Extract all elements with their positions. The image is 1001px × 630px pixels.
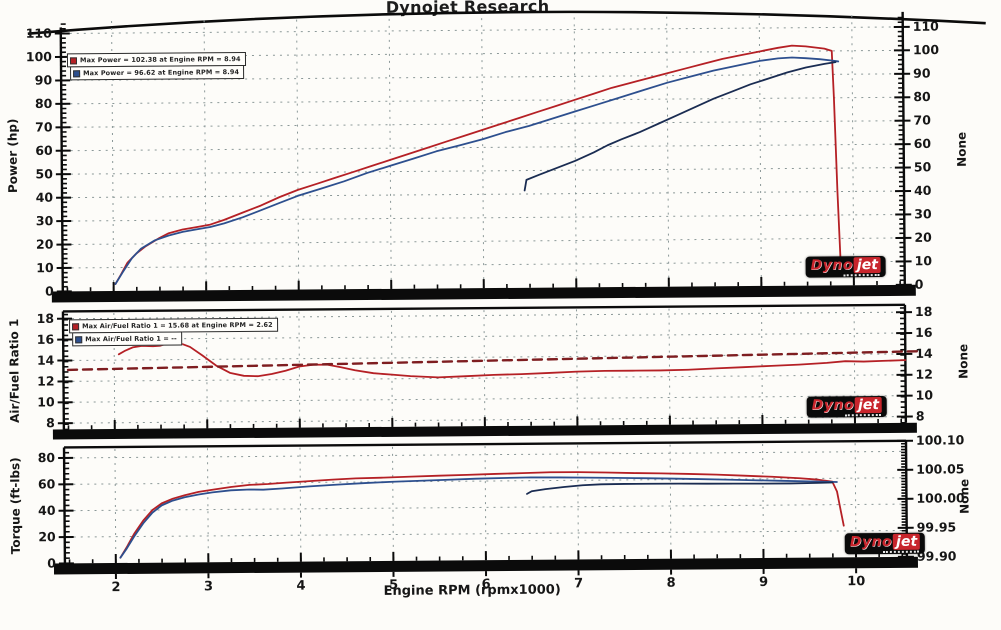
y-tick-label-left: 14: [37, 353, 55, 368]
x-tick-label: 9: [759, 575, 768, 590]
y-tick-label-right: 50: [914, 159, 932, 174]
y-tick-label-right: 0: [915, 277, 924, 292]
page-curl-line: [27, 10, 986, 35]
dynojet-logo: Dyno jet: [805, 255, 887, 278]
run-3-torque-partial-curve: [526, 481, 834, 495]
y-tick-label-left: 50: [35, 166, 53, 181]
y-tick-label-right: 100.05: [916, 461, 964, 476]
y-tick-label-right: 10: [916, 387, 934, 402]
legend-label: Max Power = 96.62 at Engine RPM = 8.94: [83, 68, 240, 78]
dynojet-logo-text-dyno: Dyno: [811, 397, 855, 414]
afr-target-line-curve: [66, 350, 921, 372]
y-tick-label-left: 0: [47, 555, 56, 570]
y-tick-label-right: 110: [913, 19, 940, 34]
y-tick-label-left: 60: [35, 143, 53, 158]
x-tick-label: 8: [667, 576, 676, 591]
y-tick-label-right: 12: [915, 367, 933, 382]
y-tick-label-right: 20: [914, 230, 932, 245]
y-tick-label-left: 18: [37, 311, 55, 326]
run-1-torque-curve: [119, 471, 845, 559]
y-tick-label-left: 110: [26, 26, 53, 41]
y-tick-label-right: 90: [913, 66, 931, 81]
y-tick-label-left: 70: [35, 119, 53, 134]
afr-legend: Max Air/Fuel Ratio 1 = 15.68 at Engine R…: [69, 317, 278, 347]
run-2-torque-curve: [119, 476, 838, 559]
y-tick-label-left: 8: [46, 415, 55, 430]
y-tick-label-left: 40: [38, 503, 56, 518]
x-tick-label: 6: [482, 577, 491, 592]
legend-label: Max Air/Fuel Ratio 1 = 15.68 at Engine R…: [82, 320, 273, 331]
torque-y-axis-label: Torque (ft-lbs): [8, 457, 23, 555]
y-tick-label-right: 99.95: [917, 519, 957, 534]
torque-right-axis-label: None: [957, 478, 972, 514]
legend-entry: Max Air/Fuel Ratio 1 = --: [72, 331, 182, 347]
y-tick-label-left: 30: [36, 213, 54, 228]
y-tick-label-right: 10: [915, 253, 933, 268]
x-tick-label: 10: [847, 574, 865, 589]
x-tick-label: 2: [111, 580, 120, 595]
dynojet-logo-text-jet: jet: [855, 397, 883, 414]
y-tick-label-left: 10: [37, 394, 55, 409]
torque-chart: 2 3 4 5 6 7 8 9 10 0 20 40 60 80 99.90 99.95 100.00 100.0…: [38, 432, 965, 595]
x-tick-label: 3: [204, 579, 213, 594]
afr-right-axis-label: None: [956, 343, 971, 379]
y-tick-label-right: 70: [913, 112, 931, 127]
dynojet-logo-subtext: [883, 550, 920, 554]
y-tick-label-right: 100.10: [916, 432, 965, 447]
x-tick-label: 4: [296, 579, 305, 594]
dynojet-logo-text-dyno: Dyno: [849, 533, 893, 551]
y-tick-label-left: 16: [37, 332, 55, 347]
legend-swatch: [75, 335, 83, 343]
run-2-power-curve: [114, 56, 840, 285]
y-tick-label-right: 100.00: [916, 490, 965, 505]
x-tick-label: 5: [389, 578, 398, 593]
y-tick-label-right: 99.90: [917, 548, 957, 563]
dynojet-logo: Dyno jet: [844, 532, 926, 555]
y-tick-label-left: 60: [38, 476, 56, 491]
legend-swatch: [73, 69, 81, 77]
run-1-power-curve: [114, 44, 842, 285]
y-tick-label-right: 16: [915, 325, 933, 340]
y-tick-label-left: 40: [36, 190, 54, 205]
power-legend: Max Power = 102.38 at Engine RPM = 8.94 M…: [66, 51, 246, 81]
dynojet-logo: Dyno jet: [806, 395, 888, 418]
dynojet-logo-text-jet: jet: [853, 257, 882, 274]
dynojet-logo-subtext: [844, 414, 882, 417]
y-tick-label-right: 14: [915, 346, 933, 361]
y-tick-label-right: 18: [915, 304, 933, 319]
legend-entry: Max Power = 96.62 at Engine RPM = 8.94: [70, 65, 245, 81]
y-tick-label-left: 80: [38, 450, 56, 465]
legend-label: Max Power = 102.38 at Engine RPM = 8.94: [79, 55, 241, 65]
y-tick-label-left: 90: [35, 72, 53, 87]
legend-label: Max Air/Fuel Ratio 1 = --: [85, 334, 177, 344]
run-3-power-partial-curve: [523, 61, 837, 192]
y-tick-label-right: 8: [916, 408, 925, 423]
y-tick-label-left: 100: [26, 49, 53, 64]
y-tick-label-left: 20: [36, 237, 54, 252]
x-tick-label: 7: [574, 576, 583, 591]
power-y-axis-label: Power (hp): [5, 118, 21, 194]
afr-y-axis-label: Air/Fuel Ratio 1: [7, 318, 22, 423]
air-fuel-ratio-chart: 8 10 12 14 16 18 8 10 12 14 16 18: [37, 303, 934, 440]
dynojet-logo-subtext: [843, 274, 881, 277]
power-chart: 0 10 20 30 40 50 60 70 80 90 100 110 0 10 20 30 40 50 60 70…: [26, 11, 940, 303]
y-tick-label-right: 60: [914, 136, 932, 151]
y-tick-label-left: 80: [35, 96, 53, 111]
dynojet-logo-text-dyno: Dyno: [810, 257, 854, 274]
y-tick-label-left: 0: [45, 284, 54, 299]
y-tick-label-left: 10: [36, 260, 54, 275]
y-tick-label-left: 20: [38, 529, 56, 544]
y-tick-label-right: 100: [913, 42, 940, 57]
y-tick-label-left: 12: [37, 373, 55, 388]
y-tick-label-right: 80: [913, 89, 931, 104]
power-right-axis-label: None: [954, 131, 969, 167]
legend-swatch: [72, 322, 80, 330]
y-tick-label-right: 40: [914, 183, 932, 198]
legend-swatch: [69, 56, 78, 64]
dynojet-logo-text-jet: jet: [893, 533, 921, 550]
y-tick-label-right: 30: [914, 206, 932, 221]
